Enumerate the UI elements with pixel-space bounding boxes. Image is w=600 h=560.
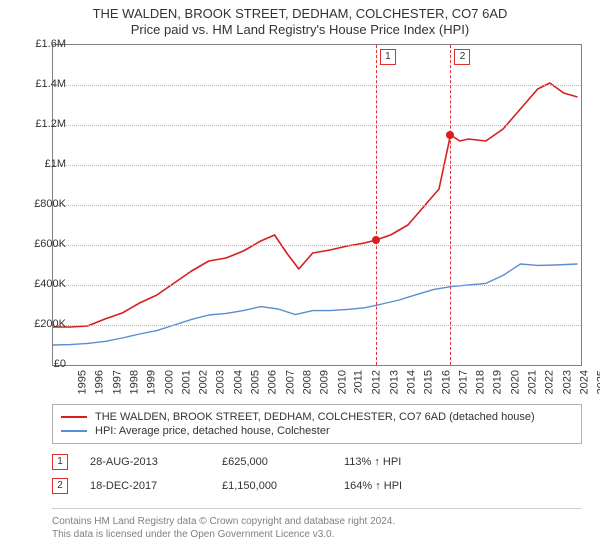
y-axis-label: £600K [16, 238, 66, 250]
gridline-h [53, 245, 581, 246]
y-axis-label: £1.2M [16, 118, 66, 130]
gridline-h [53, 125, 581, 126]
x-axis-label: 1997 [111, 370, 123, 394]
x-axis-label: 2018 [475, 370, 487, 394]
gridline-h [53, 205, 581, 206]
x-axis-label: 2023 [561, 370, 573, 394]
x-axis-label: 1995 [76, 370, 88, 394]
x-axis-label: 1999 [146, 370, 158, 394]
y-axis-label: £1.6M [16, 38, 66, 50]
title-sub: Price paid vs. HM Land Registry's House … [0, 22, 600, 38]
legend-box: THE WALDEN, BROOK STREET, DEDHAM, COLCHE… [52, 404, 582, 444]
x-axis-label: 1996 [94, 370, 106, 394]
series-line-hpi [53, 264, 578, 345]
gridline-h [53, 165, 581, 166]
x-axis-label: 2008 [302, 370, 314, 394]
legend-label: THE WALDEN, BROOK STREET, DEDHAM, COLCHE… [95, 411, 535, 423]
gridline-h [53, 285, 581, 286]
x-axis-label: 2006 [267, 370, 279, 394]
x-axis-label: 2004 [232, 370, 244, 394]
y-axis-label: £200K [16, 318, 66, 330]
gridline-h [53, 85, 581, 86]
tx-ref-line [450, 45, 451, 365]
x-axis-label: 2012 [371, 370, 383, 394]
x-axis-label: 2022 [544, 370, 556, 394]
y-axis-label: £400K [16, 278, 66, 290]
legend-item: THE WALDEN, BROOK STREET, DEDHAM, COLCHE… [61, 410, 573, 424]
footer-line-1: Contains HM Land Registry data © Crown c… [52, 515, 582, 528]
transaction-row: 2 18-DEC-2017 £1,150,000 164% ↑ HPI [52, 474, 582, 498]
x-axis-label: 2010 [336, 370, 348, 394]
x-axis-label: 2020 [509, 370, 521, 394]
x-axis-label: 2005 [250, 370, 262, 394]
x-axis-label: 1998 [128, 370, 140, 394]
x-axis-label: 2000 [163, 370, 175, 394]
y-axis-label: £0 [16, 358, 66, 370]
transaction-num: 1 [52, 454, 68, 470]
x-axis-label: 2011 [353, 370, 365, 394]
x-axis-label: 2015 [423, 370, 435, 394]
transaction-date: 28-AUG-2013 [90, 456, 200, 468]
y-axis-label: £800K [16, 198, 66, 210]
x-axis-label: 2002 [198, 370, 210, 394]
x-axis-label: 2009 [319, 370, 331, 394]
tx-ref-line [376, 45, 377, 365]
tx-ref-label: 2 [454, 49, 470, 65]
transaction-pct: 164% ↑ HPI [344, 480, 444, 492]
x-axis-label: 2025 [596, 370, 600, 394]
gridline-h [53, 325, 581, 326]
x-axis-label: 2017 [457, 370, 469, 394]
legend-swatch [61, 416, 87, 418]
transaction-row: 1 28-AUG-2013 £625,000 113% ↑ HPI [52, 450, 582, 474]
transaction-pct: 113% ↑ HPI [344, 456, 444, 468]
transaction-date: 18-DEC-2017 [90, 480, 200, 492]
tx-ref-label: 1 [380, 49, 396, 65]
transaction-list: 1 28-AUG-2013 £625,000 113% ↑ HPI 2 18-DEC-20… [52, 450, 582, 498]
x-axis-label: 2003 [215, 370, 227, 394]
y-axis-label: £1M [16, 158, 66, 170]
footer-attribution: Contains HM Land Registry data © Crown c… [52, 508, 582, 541]
title-main: THE WALDEN, BROOK STREET, DEDHAM, COLCHE… [0, 6, 600, 22]
legend-label: HPI: Average price, detached house, Colc… [95, 425, 330, 437]
price-chart: 12 [52, 44, 582, 366]
transaction-num: 2 [52, 478, 68, 494]
legend-item: HPI: Average price, detached house, Colc… [61, 424, 573, 438]
x-axis-label: 2024 [579, 370, 591, 394]
legend-swatch [61, 430, 87, 432]
x-axis-label: 2007 [284, 370, 296, 394]
y-axis-label: £1.4M [16, 78, 66, 90]
transaction-price: £625,000 [222, 456, 322, 468]
footer-line-2: This data is licensed under the Open Gov… [52, 528, 582, 541]
x-axis-label: 2001 [180, 370, 192, 394]
x-axis-label: 2014 [405, 370, 417, 394]
transaction-price: £1,150,000 [222, 480, 322, 492]
x-axis-label: 2016 [440, 370, 452, 394]
tx-marker [372, 236, 380, 244]
x-axis-label: 2019 [492, 370, 504, 394]
x-axis-label: 2013 [388, 370, 400, 394]
x-axis-label: 2021 [527, 370, 539, 394]
chart-titles: THE WALDEN, BROOK STREET, DEDHAM, COLCHE… [0, 0, 600, 39]
